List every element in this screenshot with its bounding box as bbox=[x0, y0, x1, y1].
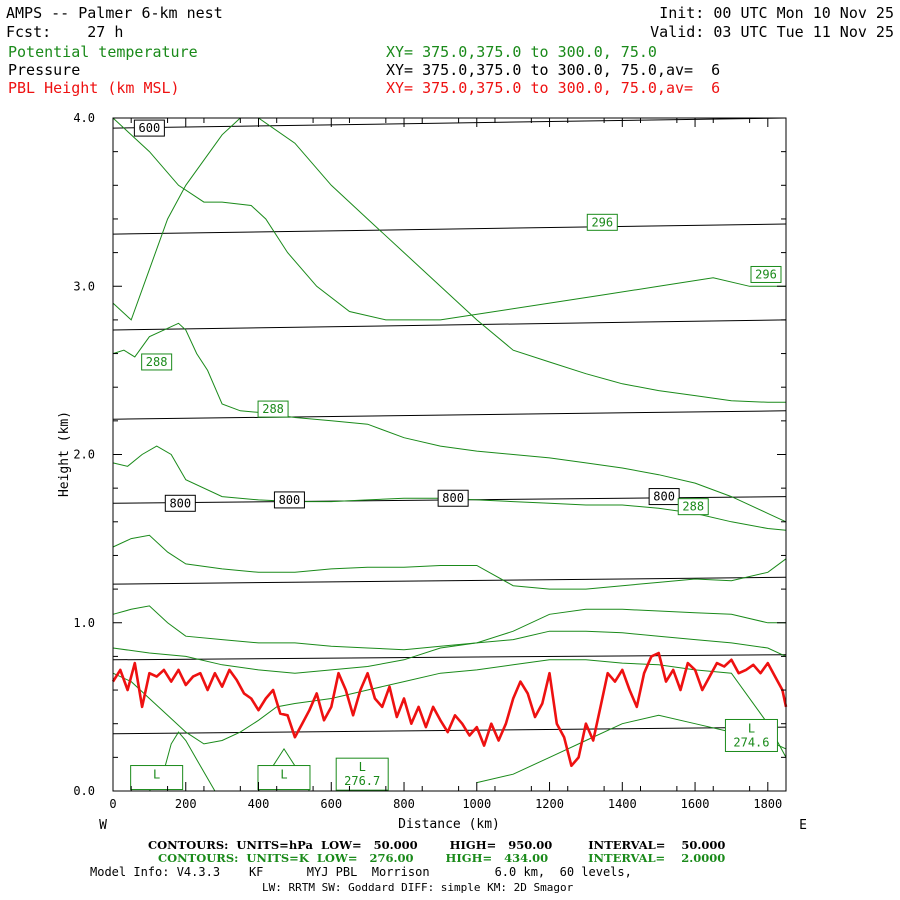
x-tick-label: 200 bbox=[175, 797, 197, 811]
valid-time: Valid: 03 UTC Tue 11 Nov 25 bbox=[650, 23, 894, 41]
low-marker-box bbox=[335, 757, 389, 791]
x-tick-label: 800 bbox=[393, 797, 415, 811]
theta-label-box bbox=[677, 498, 709, 516]
theta-label-box bbox=[750, 265, 782, 283]
chart-title: AMPS -- Palmer 6-km nest bbox=[6, 4, 223, 22]
footer-physics: LW: RRTM SW: Goddard DIFF: simple KM: 2D… bbox=[262, 881, 574, 894]
low-marker: L bbox=[748, 721, 755, 735]
y-tick-label: 3.0 bbox=[73, 279, 95, 293]
footer-theta-contours: CONTOURS: UNITS=K LOW= 276.00 HIGH= 434.… bbox=[158, 851, 726, 865]
y-axis-label: Height (km) bbox=[57, 411, 72, 497]
theta-label-box bbox=[141, 353, 173, 371]
pressure-label-box bbox=[648, 488, 680, 506]
theta-contours bbox=[112, 117, 787, 792]
legend-pressure: Pressure bbox=[8, 61, 81, 79]
footer-model-info: Model Info: V4.3.3 KF MYJ PBL Morrison 6… bbox=[90, 865, 632, 879]
y-tick-label: 1.0 bbox=[73, 616, 95, 630]
pressure-label: 800 bbox=[279, 493, 301, 507]
theta-label-box bbox=[586, 213, 618, 231]
x-tick-label: 0 bbox=[109, 797, 116, 811]
footer-pressure-contours: CONTOURS: UNITS=hPa LOW= 50.000 HIGH= 95… bbox=[148, 838, 726, 852]
y-tick-label: 2.0 bbox=[73, 448, 95, 462]
low-marker: L bbox=[280, 768, 287, 782]
theta-label: 296 bbox=[591, 215, 613, 229]
pressure-label-box bbox=[273, 491, 305, 509]
plot-frame bbox=[112, 117, 787, 792]
x-tick-label: 1400 bbox=[608, 797, 637, 811]
forecast-hour: Fcst: 27 h bbox=[6, 23, 124, 41]
pressure-contour bbox=[112, 654, 787, 661]
theta-label: 288 bbox=[146, 355, 168, 369]
pbl-height-series bbox=[111, 651, 788, 768]
x-tick-label: 1000 bbox=[462, 797, 491, 811]
legend-pressure-xy: XY= 375.0,375.0 to 300.0, 75.0,av= 6 bbox=[386, 61, 721, 79]
low-marker-value: 274.6 bbox=[733, 735, 769, 749]
pressure-label: 600 bbox=[139, 121, 161, 135]
legend-pbl-height: PBL Height (km MSL) bbox=[8, 79, 180, 97]
theta-label-box bbox=[257, 400, 289, 418]
theta-contour bbox=[112, 630, 787, 674]
legend-potential-temperature-xy: XY= 375.0,375.0 to 300.0, 75.0 bbox=[386, 43, 657, 61]
west-label: W bbox=[99, 818, 107, 833]
theta-contour bbox=[112, 605, 786, 651]
legend-potential-temperature: Potential temperature bbox=[8, 43, 198, 61]
theta-contour bbox=[112, 659, 787, 758]
pressure-label-box bbox=[164, 494, 196, 512]
low-marker-box bbox=[130, 765, 184, 791]
theta-label: 296 bbox=[755, 267, 777, 281]
low-marker: L bbox=[359, 760, 366, 774]
pressure-label: 800 bbox=[653, 490, 675, 504]
pressure-contour bbox=[112, 223, 787, 235]
legend-pbl-height-xy: XY= 375.0,375.0 to 300.0, 75.0,av= 6 bbox=[386, 79, 721, 97]
y-tick-label: 0.0 bbox=[73, 784, 95, 798]
pressure-contours bbox=[112, 117, 787, 735]
pressure-contour bbox=[112, 410, 787, 420]
theta-label: 288 bbox=[682, 500, 704, 514]
theta-contour bbox=[112, 117, 786, 321]
x-tick-label: 400 bbox=[248, 797, 270, 811]
low-marker-value: 276.7 bbox=[344, 774, 380, 788]
east-label: E bbox=[799, 818, 807, 833]
x-axis-label: Distance (km) bbox=[398, 817, 500, 832]
y-tick-label: 4.0 bbox=[73, 111, 95, 125]
theta-contour bbox=[112, 445, 787, 531]
pressure-contour bbox=[112, 117, 787, 129]
x-tick-label: 1600 bbox=[681, 797, 710, 811]
pressure-label-box bbox=[133, 119, 165, 137]
theta-contour bbox=[112, 117, 786, 403]
low-marker: L bbox=[153, 768, 160, 782]
pressure-label: 800 bbox=[169, 496, 191, 510]
x-tick-label: 600 bbox=[320, 797, 342, 811]
theta-contour bbox=[112, 322, 787, 523]
pressure-contour bbox=[112, 319, 787, 331]
pressure-label: 800 bbox=[442, 491, 464, 505]
pbl-height-line bbox=[111, 651, 788, 768]
low-marker-box bbox=[724, 718, 778, 752]
pressure-contour bbox=[112, 576, 787, 585]
theta-contour bbox=[112, 534, 787, 590]
low-marker-box bbox=[257, 765, 311, 791]
pressure-label-box bbox=[437, 489, 469, 507]
axes: 0 200 400 600 800 1000 1200 1400 1600 1800 0.0 1.0 2… bbox=[73, 111, 786, 811]
x-tick-label: 1800 bbox=[753, 797, 782, 811]
theta-label: 288 bbox=[262, 402, 284, 416]
init-time: Init: 00 UTC Mon 10 Nov 25 bbox=[659, 4, 894, 22]
x-tick-label: 1200 bbox=[535, 797, 564, 811]
